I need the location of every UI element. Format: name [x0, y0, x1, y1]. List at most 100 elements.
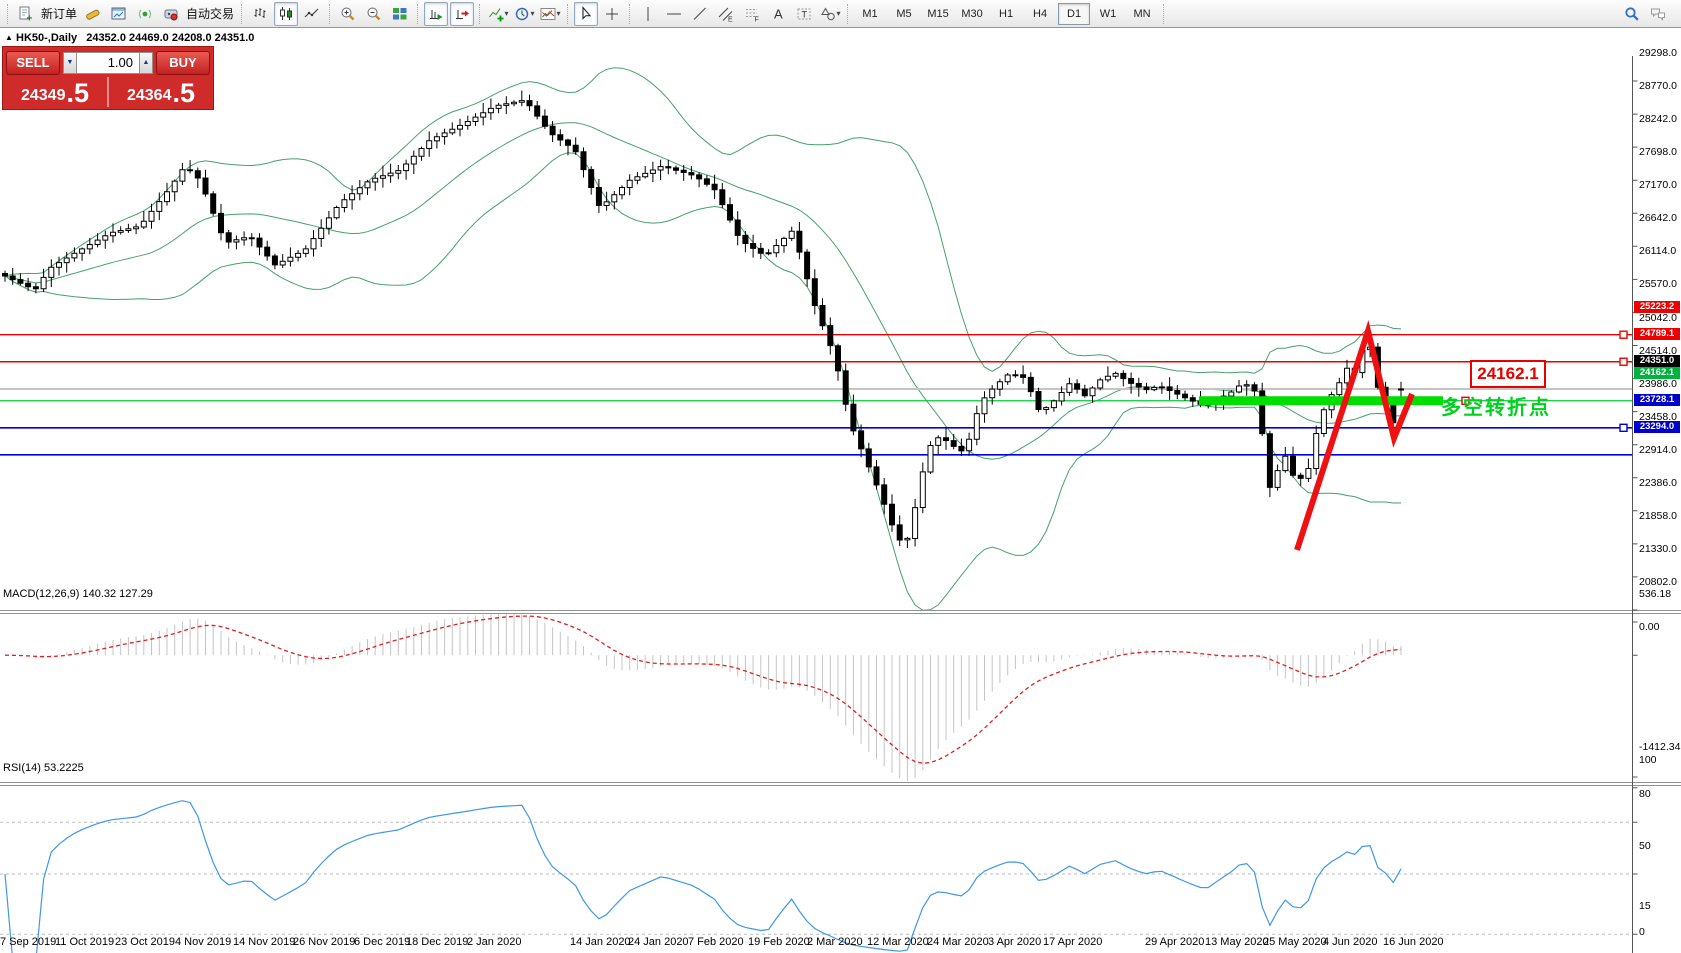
- timeframe-m1-button[interactable]: M1: [862, 7, 878, 20]
- vertical-line-button[interactable]: [636, 2, 660, 26]
- main-toolbar: + 新订单 自动交易 ▾ ▾ ▾ E F A T ▾ M1 M5 M15 M30 H1 H4 D1 W1 MN: [0, 0, 1681, 28]
- zoom-in-button[interactable]: [336, 2, 360, 26]
- new-order-button-label: 新订单: [41, 7, 78, 21]
- chart-window-icon: [111, 6, 127, 22]
- sell-price[interactable]: 24349 .5: [3, 75, 107, 109]
- date-label: 13 May 2020: [1205, 936, 1269, 948]
- autoscroll-button[interactable]: [424, 1, 449, 26]
- hline-handle[interactable]: [1619, 423, 1628, 433]
- bear-candles: [2, 100, 1404, 541]
- chevron-down-icon: ▾: [556, 9, 561, 18]
- zoom-in-icon: [340, 6, 356, 22]
- price-tick-label: 21858.0: [1639, 510, 1677, 522]
- buy-price[interactable]: 24364 .5: [109, 75, 213, 109]
- timeframe-m5-button[interactable]: M5: [896, 7, 912, 20]
- chart-canvas[interactable]: [0, 28, 1681, 953]
- templates-button[interactable]: ▾: [538, 2, 562, 26]
- hline-handle[interactable]: [1619, 357, 1628, 366]
- chart-ohlc-values: 24352.0 24469.0 24208.0 24351.0: [86, 32, 255, 44]
- rsi-label: RSI(14) 53.2225: [3, 762, 84, 774]
- fibonacci-button[interactable]: F: [740, 2, 764, 26]
- trendline-button[interactable]: [688, 2, 712, 26]
- price-tag-23294.0: 23294.0: [1634, 421, 1680, 433]
- date-label: 24 Mar 2020: [927, 936, 989, 948]
- periods-button[interactable]: ▾: [512, 2, 536, 26]
- price-tick-label: 21330.0: [1639, 543, 1677, 555]
- shapes-button[interactable]: ▾: [818, 2, 842, 26]
- svg-text:+: +: [27, 13, 33, 22]
- indicators-button[interactable]: ▾: [486, 2, 510, 26]
- toolbar-separator: [329, 3, 331, 24]
- date-label: 29 Apr 2020: [1145, 936, 1205, 948]
- crosshair-button[interactable]: [600, 2, 624, 26]
- autotrade-icon: [163, 6, 179, 22]
- date-label: 26 Nov 2019: [293, 936, 356, 948]
- date-label: 25 May 2020: [1263, 936, 1327, 948]
- svg-text:E: E: [728, 16, 733, 22]
- volume-input[interactable]: 1.00: [77, 51, 139, 74]
- timeframe-mn-button[interactable]: MN: [1133, 7, 1151, 20]
- candle-wicks: [4, 90, 1402, 549]
- buy-price-dec: .5: [172, 78, 196, 108]
- new-order-button[interactable]: +: [14, 2, 38, 26]
- timeframe-h4-button[interactable]: H4: [1033, 7, 1048, 20]
- chart-shift-button[interactable]: [450, 1, 475, 26]
- date-label: 18 Dec 2019: [406, 936, 469, 948]
- text-button[interactable]: A: [766, 2, 790, 26]
- rsi-line: [4, 800, 1402, 953]
- date-label: 4 Jun 2020: [1323, 936, 1378, 948]
- tiles-icon: [392, 6, 408, 22]
- text-icon: A: [770, 6, 786, 22]
- chart-window-button[interactable]: [107, 2, 131, 26]
- autotrade-button[interactable]: [159, 2, 183, 26]
- candlestick-button[interactable]: [274, 1, 299, 26]
- zoom-out-button[interactable]: [362, 2, 386, 26]
- toolbar-separator: [1163, 3, 1165, 24]
- timeframe-h1-button[interactable]: H1: [999, 7, 1014, 20]
- timeframe-w1-button[interactable]: W1: [1099, 7, 1117, 20]
- zigzag-annotation[interactable]: [1294, 319, 1415, 551]
- toolbar-separator: [847, 3, 849, 24]
- toolbar-separator: [417, 3, 419, 24]
- sell-button[interactable]: SELL: [6, 50, 60, 75]
- date-label: 3 Apr 2020: [988, 936, 1042, 948]
- tile-windows-button[interactable]: [388, 2, 412, 26]
- collapse-panel-icon[interactable]: ▲: [5, 33, 13, 42]
- line-chart-button[interactable]: [300, 2, 324, 26]
- volume-up-button[interactable]: ▲: [139, 51, 153, 74]
- volume-down-button[interactable]: ▼: [63, 51, 77, 74]
- cursor-button[interactable]: [574, 1, 599, 26]
- bar-chart-button[interactable]: [248, 2, 272, 26]
- search-button[interactable]: [1620, 2, 1644, 26]
- price-tag-24162.1: 24162.1: [1634, 367, 1680, 379]
- annotation-text[interactable]: 多空转折点: [1441, 397, 1551, 419]
- fibo-icon: F: [744, 6, 760, 22]
- timeframe-m15-button[interactable]: M15: [927, 7, 949, 20]
- chevron-down-icon: ▾: [530, 9, 535, 18]
- timeframe-d1-button[interactable]: D1: [1058, 2, 1091, 25]
- price-box-handle[interactable]: [1461, 396, 1470, 405]
- buy-price-int: 24364: [126, 87, 172, 104]
- bollinger-lower-band: [4, 152, 1402, 610]
- price-tick-label: 28770.0: [1639, 80, 1677, 92]
- svg-text:A: A: [774, 6, 783, 21]
- label-button[interactable]: T: [792, 2, 816, 26]
- hline-handle[interactable]: [1619, 330, 1628, 339]
- macd-min-label: -1412.34: [1639, 741, 1681, 753]
- channel-button[interactable]: E: [714, 2, 738, 26]
- chat-button[interactable]: [1646, 2, 1670, 26]
- horizontal-line-button[interactable]: [662, 2, 686, 26]
- price-tick-label: 29298.0: [1639, 47, 1677, 59]
- signal-icon: [137, 6, 153, 22]
- date-label: 14 Jan 2020: [570, 936, 631, 948]
- signals-button[interactable]: [133, 2, 157, 26]
- timeframe-m30-button[interactable]: M30: [961, 7, 983, 20]
- chart-svg[interactable]: [0, 28, 1681, 953]
- price-annotation-box[interactable]: 24162.1: [1470, 360, 1546, 388]
- buy-button[interactable]: BUY: [156, 50, 210, 75]
- styles-button[interactable]: [81, 2, 105, 26]
- line-chart-icon: [304, 6, 320, 22]
- channel-icon: E: [718, 6, 734, 22]
- cursor-icon: [578, 5, 594, 22]
- date-label: 12 Mar 2020: [867, 936, 929, 948]
